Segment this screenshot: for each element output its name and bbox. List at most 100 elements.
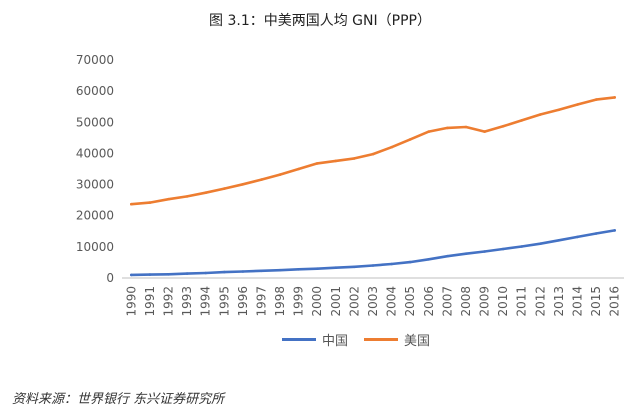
data-point-china [334, 266, 338, 270]
data-point-usa [408, 138, 412, 141]
data-point-china [613, 229, 616, 232]
data-point-usa [427, 130, 431, 133]
data-point-usa [260, 178, 263, 181]
data-point-usa [353, 157, 356, 160]
data-point-china [148, 273, 152, 276]
data-point-usa [464, 125, 468, 129]
chart-title: 图 3.1：中美两国人均 GNI（PPP） [209, 13, 431, 29]
data-point-china [260, 269, 263, 273]
x-tick-label: 1999 [292, 286, 306, 317]
y-tick-label: 10000 [76, 240, 114, 254]
data-point-usa [520, 119, 523, 122]
data-point-china [446, 254, 449, 258]
y-tick-label: 60000 [76, 84, 114, 98]
legend-label-china: 中国 [322, 334, 349, 349]
legend-item-usa: 美国 [364, 330, 430, 349]
legend-item-china: 中国 [282, 330, 348, 349]
data-point-china [501, 247, 505, 251]
data-point-china [464, 252, 468, 255]
x-tick-label: 1993 [180, 286, 194, 317]
data-point-usa [594, 98, 598, 101]
data-point-usa [241, 183, 245, 186]
data-point-usa [297, 167, 300, 171]
x-tick-label: 2003 [366, 286, 380, 317]
y-tick-label: 50000 [76, 115, 114, 129]
series-layer [130, 96, 617, 277]
x-tick-label: 1995 [217, 286, 231, 317]
x-tick-label: 2010 [496, 286, 510, 317]
data-point-china [483, 250, 486, 253]
data-point-china [353, 265, 356, 269]
y-tick-label: 40000 [76, 146, 114, 160]
data-point-usa [483, 130, 486, 133]
data-point-china [539, 242, 542, 245]
data-point-usa [167, 197, 170, 201]
data-point-usa [539, 113, 542, 116]
data-point-china [241, 270, 245, 273]
data-point-usa [557, 108, 561, 112]
data-point-usa [446, 126, 449, 130]
x-tick-label: 2001 [329, 286, 343, 317]
data-point-china [576, 235, 579, 239]
y-tick-label: 0 [106, 271, 114, 285]
data-point-usa [278, 173, 282, 176]
data-point-china [557, 239, 561, 242]
x-tick-label: 2005 [403, 286, 417, 317]
data-point-usa [130, 202, 133, 206]
data-point-usa [371, 152, 375, 156]
y-tick-label: 20000 [76, 209, 114, 223]
data-point-china [594, 232, 598, 235]
legend-label-usa: 美国 [404, 334, 431, 349]
data-point-usa [613, 96, 616, 99]
legend-swatch-usa [364, 338, 399, 341]
x-tick-label: 2000 [310, 286, 324, 317]
x-tick-label: 1997 [254, 286, 268, 317]
x-tick-label: 2008 [459, 286, 473, 317]
x-tick-label: 1994 [199, 286, 213, 317]
x-tick-label: 2011 [515, 286, 529, 317]
x-tick-label: 1991 [143, 286, 157, 317]
data-point-china [408, 260, 412, 264]
data-point-china [520, 245, 523, 248]
x-tick-label: 2006 [422, 286, 436, 317]
x-tick-label: 1998 [273, 286, 287, 317]
data-point-usa [390, 145, 393, 149]
x-tick-label: 2012 [533, 286, 547, 317]
y-tick-label: 30000 [76, 178, 114, 192]
source-note: 资料来源：世界银行 东兴证券研究所 [12, 392, 225, 407]
data-point-usa [334, 159, 338, 163]
x-tick-label: 1990 [124, 286, 138, 317]
data-point-china [167, 273, 170, 276]
data-point-usa [204, 191, 207, 194]
data-point-china [204, 271, 207, 275]
data-point-usa [185, 195, 189, 198]
x-tick-label: 2007 [440, 286, 454, 317]
x-tick-label: 2004 [385, 286, 399, 317]
data-point-china [185, 272, 189, 275]
x-tick-label: 2015 [589, 286, 603, 317]
x-tick-label: 2013 [552, 286, 566, 317]
y-tick-label: 70000 [76, 53, 114, 67]
series-line-usa [130, 96, 617, 206]
data-point-china [427, 258, 431, 261]
data-point-china [390, 262, 393, 266]
x-tick-label: 2014 [571, 286, 585, 317]
data-point-usa [576, 103, 579, 106]
x-tick-label: 1996 [236, 286, 250, 317]
x-tick-label: 2009 [478, 286, 492, 317]
x-tick-label: 1992 [161, 286, 175, 317]
legend: 中国 美国 [282, 330, 446, 349]
x-tick-label: 2016 [608, 286, 622, 317]
legend-swatch-china [282, 338, 316, 341]
x-tick-label: 2002 [347, 286, 361, 317]
series-line-china [130, 229, 617, 277]
data-point-china [223, 270, 226, 274]
data-point-china [371, 264, 375, 267]
data-point-usa [223, 187, 226, 190]
axes-layer: 0 10000 20000 30000 40000 50000 60000 70000 1990… [76, 53, 624, 317]
data-point-china [130, 273, 133, 277]
data-point-china [315, 267, 319, 271]
data-point-china [297, 268, 300, 271]
data-point-usa [148, 201, 152, 204]
